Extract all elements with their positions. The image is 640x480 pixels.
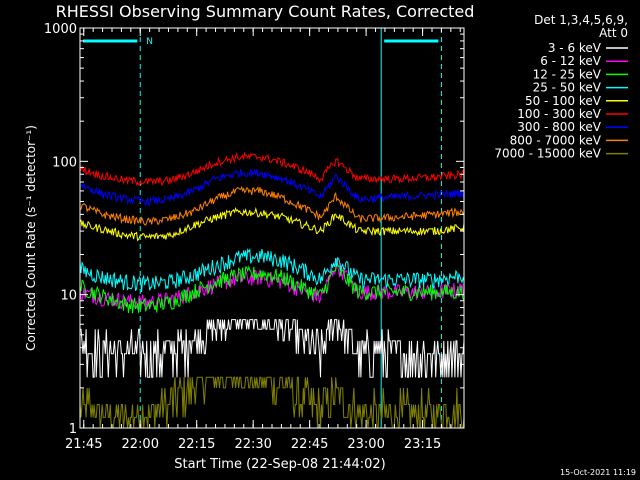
y-tick-label: 100 <box>52 155 77 170</box>
legend-label: 300 - 800 keV <box>517 120 601 134</box>
plot-area: N <box>79 28 465 429</box>
legend-label: 7000 - 15000 keV <box>494 147 601 161</box>
legend-label: 6 - 12 keV <box>540 54 602 68</box>
y-tick-label: 1000 <box>44 22 77 37</box>
x-tick-label: 22:30 <box>234 437 271 452</box>
y-axis-label: Corrected Count Rate (s⁻¹ detector⁻¹) <box>24 125 38 351</box>
legend-label: 100 - 300 keV <box>517 107 601 121</box>
legend-header-line-1: Det 1,3,4,5,6,9, <box>534 13 628 27</box>
legend-label: 3 - 6 keV <box>548 41 602 55</box>
x-tick-label: 23:00 <box>347 437 384 452</box>
legend-label: 50 - 100 keV <box>525 94 602 108</box>
plot-frame <box>79 27 465 429</box>
night-bar-label: N <box>146 37 153 47</box>
axes: 1 10 100 1000 21:45 22:00 22:15 22:30 22:45 23:00… <box>44 22 465 452</box>
legend-label: 12 - 25 keV <box>533 67 602 81</box>
series-line-1 <box>80 319 465 378</box>
series-line-5 <box>79 206 465 242</box>
x-tick-label: 22:15 <box>178 437 215 452</box>
y-tick-label: 10 <box>60 289 77 304</box>
series-line-9 <box>79 376 465 429</box>
chart-title: RHESSI Observing Summary Count Rates, Co… <box>56 2 475 21</box>
series-line-4 <box>79 247 465 293</box>
x-tick-label: 22:45 <box>291 437 328 452</box>
timestamp: 15-Oct-2021 11:19 <box>560 468 636 477</box>
x-tick-label: 22:00 <box>122 437 159 452</box>
x-tick-label: 23:15 <box>404 437 441 452</box>
series-line-6 <box>79 151 465 187</box>
series-line-3 <box>79 261 465 314</box>
legend-header-line-2: Att 0 <box>599 26 628 40</box>
x-tick-label: 21:45 <box>65 437 102 452</box>
legend-label: 800 - 7000 keV <box>510 133 602 147</box>
x-axis-label: Start Time (22-Sep-08 21:44:02) <box>174 457 385 472</box>
y-tick-label: 1 <box>69 422 77 437</box>
series-line-8 <box>79 185 465 226</box>
series-line-7 <box>79 169 465 207</box>
legend-label: 25 - 50 keV <box>533 81 602 95</box>
